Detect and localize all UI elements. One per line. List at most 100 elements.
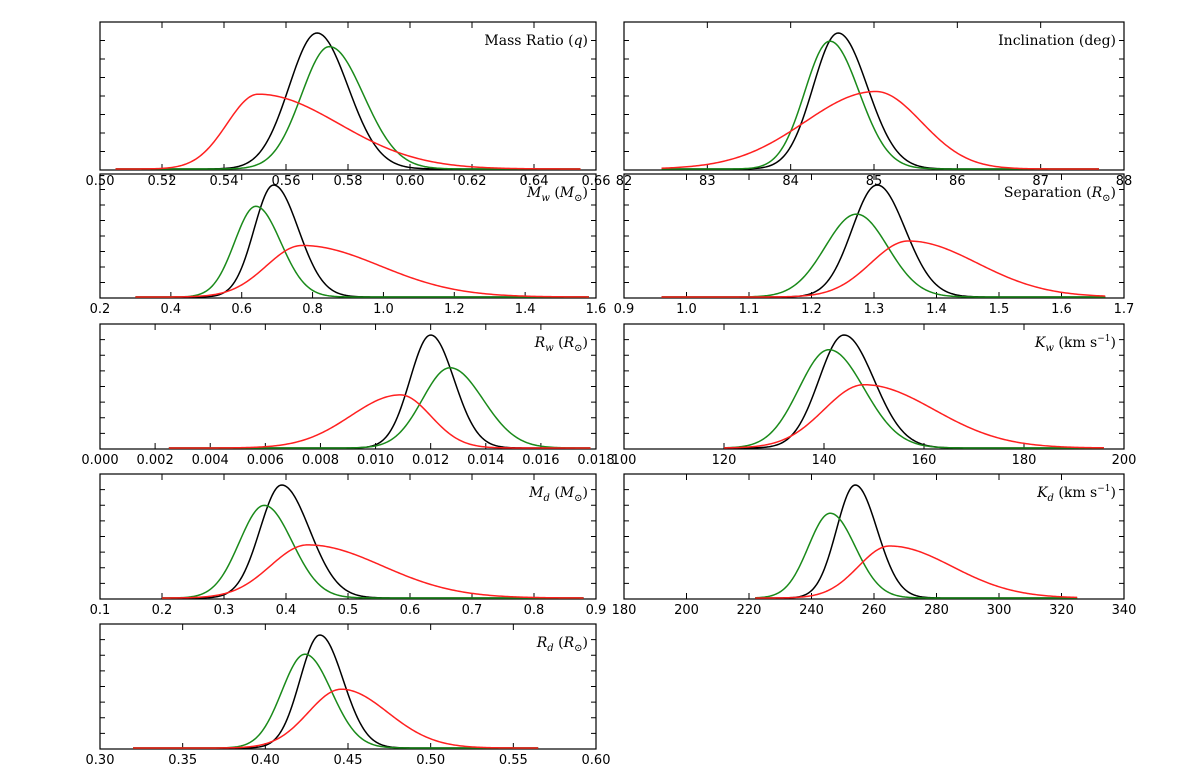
panel-8-title: Kd (km s−1)	[1036, 484, 1116, 504]
panel-7-xtick-label: 0.6	[400, 603, 421, 618]
panel-5-xtick-label: 0.010	[357, 453, 394, 468]
panel-3-curve-green	[135, 205, 589, 298]
panel-7: 0.1 0.2 0.3 0.4 0.5 0.6 0.7 0.8 0.9 Md (M⊙)	[90, 473, 607, 618]
panel-8-xtick-label: 340	[1112, 603, 1137, 618]
panel-6-xtick-label: 160	[912, 453, 937, 468]
panel-8-curve-red	[755, 545, 1078, 599]
panel-4-xtick-label: 1.6	[1051, 302, 1072, 317]
panel-5-curve-red	[168, 394, 591, 449]
panel-3: 0.2 0.4 0.6 0.8 1.0 1.2 1.4 1.6 Mw (M⊙)	[90, 173, 607, 317]
panel-3-xtick-label: 1.0	[373, 302, 394, 317]
panel-5-xtick-label: 0.000	[81, 453, 118, 468]
panel-7-xtick-label: 0.2	[152, 603, 173, 618]
panel-2-curve-red	[661, 90, 1099, 170]
panel-1: 0.50 0.52 0.54 0.56 0.58 0.60 0.62 0.64 0.66Mass…	[86, 21, 610, 189]
panel-9-xtick-label: 0.35	[168, 753, 197, 768]
panel-7-xtick-label: 0.4	[276, 603, 297, 618]
panel-4-curve-red	[661, 240, 1106, 298]
panel-6-xtick-label: 120	[712, 453, 737, 468]
panel-7-title: Md (M⊙)	[528, 485, 588, 504]
panel-2-xtick-label: 87	[1032, 174, 1049, 189]
panel-6-curve-green	[723, 348, 1104, 449]
panel-8-xtick-label: 240	[799, 603, 824, 618]
panel-3-xtick-label: 0.4	[161, 302, 182, 317]
panel-9-title: Rd (R⊙)	[536, 635, 588, 654]
panel-2-curve-green	[661, 40, 1099, 170]
panel-5-frame	[99, 323, 597, 450]
panel-7-xtick-label: 0.9	[586, 603, 607, 618]
panel-8: 180 200 220 240 260 280 300 320 340 Kd (km s−1)	[612, 473, 1137, 618]
panel-4-title: Separation (R⊙)	[1004, 185, 1116, 204]
panel-7-xtick-label: 0.3	[214, 603, 235, 618]
panel-1-title: Mass Ratio (q)	[484, 33, 588, 49]
panel-4-xtick-label: 1.3	[864, 302, 885, 317]
panel-6-xtick-label: 180	[1012, 453, 1037, 468]
panel-7-xtick-label: 0.7	[462, 603, 483, 618]
panel-4-xtick-label: 1.1	[739, 302, 760, 317]
panel-4-xtick-label: 1.4	[926, 302, 947, 317]
panel-7-xtick-label: 0.1	[90, 603, 111, 618]
panel-9-xtick-label: 0.55	[499, 753, 528, 768]
panel-7-curve-red	[161, 544, 584, 599]
panel-3-xtick-label: 1.6	[586, 302, 607, 317]
panel-5-xtick-label: 0.004	[192, 453, 229, 468]
panel-6-xtick-label: 200	[1112, 453, 1137, 468]
panel-4-xtick-label: 0.9	[614, 302, 635, 317]
panel-3-title: Mw (M⊙)	[526, 185, 588, 204]
panel-7-curve-black	[162, 484, 584, 599]
panel-9-frame	[99, 623, 597, 750]
panel-5-curve-green	[168, 367, 591, 449]
panel-8-xtick-label: 300	[987, 603, 1012, 618]
panel-2-xtick-label: 86	[949, 174, 966, 189]
panel-5-xtick-label: 0.014	[467, 453, 504, 468]
panel-1-xtick-label: 0.64	[520, 174, 549, 189]
panel-7-curve-green	[162, 504, 584, 599]
panel-9-curve-red	[133, 688, 539, 749]
panel-8-xtick-label: 180	[612, 603, 637, 618]
panel-1-curve-green	[115, 45, 581, 170]
panel-9-xtick-label: 0.50	[416, 753, 445, 768]
panel-5-title: Rw (R⊙)	[534, 335, 588, 354]
panel-1-xtick-label: 0.52	[148, 174, 177, 189]
panel-5-xtick-label: 0.012	[412, 453, 449, 468]
panel-6-xtick-label: 140	[812, 453, 837, 468]
panel-3-frame	[99, 173, 597, 299]
panel-8-curve-black	[755, 484, 1078, 599]
panel-7-xtick-label: 0.8	[524, 603, 545, 618]
panel-9-xtick-label: 0.30	[86, 753, 115, 768]
panel-8-xtick-label: 280	[924, 603, 949, 618]
panel-1-xtick-label: 0.62	[458, 174, 487, 189]
panel-4-xtick-label: 1.0	[676, 302, 697, 317]
panel-6-title: Kw (km s−1)	[1034, 334, 1116, 354]
panel-2-xtick-label: 83	[699, 174, 716, 189]
panel-4: 0.9 1.0 1.1 1.2 1.3 1.4 1.5 1.6 1.7 Separation (R…	[614, 173, 1135, 317]
panel-5-xtick-label: 0.016	[522, 453, 559, 468]
panel-9-xtick-label: 0.40	[251, 753, 280, 768]
panel-4-xtick-label: 1.2	[801, 302, 822, 317]
panel-4-xtick-label: 1.7	[1114, 302, 1135, 317]
panel-5-curve-black	[168, 334, 591, 449]
panel-5-xtick-label: 0.002	[137, 453, 174, 468]
panel-1-xtick-label: 0.56	[272, 174, 301, 189]
panel-3-xtick-label: 0.2	[90, 302, 111, 317]
panel-3-curve-black	[135, 184, 589, 298]
panel-6: 100 120 140 160 180 200 Kw (km s−1)	[612, 323, 1137, 468]
panel-3-xtick-label: 0.8	[302, 302, 323, 317]
panel-8-curve-green	[755, 512, 1078, 599]
panel-9: 0.30 0.35 0.40 0.45 0.50 0.55 0.60 Rd (R⊙)	[86, 623, 610, 768]
panel-3-xtick-label: 1.2	[444, 302, 465, 317]
panel-9-xtick-label: 0.45	[334, 753, 363, 768]
panel-5-xtick-label: 0.018	[577, 453, 614, 468]
panel-4-curve-green	[661, 213, 1106, 298]
panel-8-xtick-label: 200	[674, 603, 699, 618]
panel-4-xtick-label: 1.5	[989, 302, 1010, 317]
panel-5-xtick-label: 0.006	[247, 453, 284, 468]
panel-1-xtick-label: 0.58	[334, 174, 363, 189]
panel-1-xtick-label: 0.60	[396, 174, 425, 189]
panel-2-title: Inclination (deg)	[998, 33, 1116, 49]
panel-6-xtick-label: 100	[612, 453, 637, 468]
panel-7-frame	[99, 473, 597, 600]
panel-9-curve-black	[133, 634, 539, 749]
